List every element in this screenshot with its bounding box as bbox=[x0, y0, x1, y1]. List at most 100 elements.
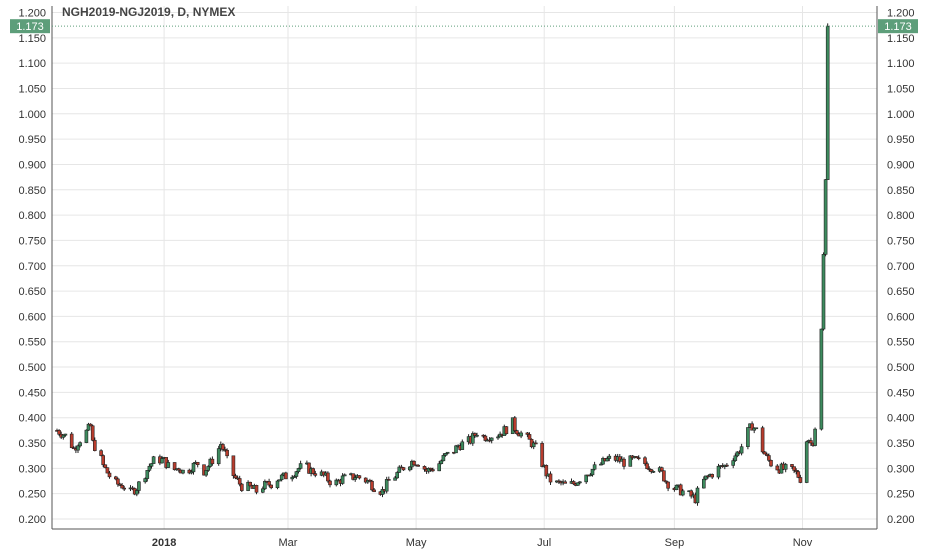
candle bbox=[651, 470, 656, 474]
candle bbox=[105, 467, 110, 474]
candle bbox=[760, 425, 765, 454]
candle bbox=[790, 464, 794, 469]
y-tick-label-left: 0.500 bbox=[18, 362, 46, 374]
candle-body bbox=[284, 472, 288, 480]
candle-body bbox=[636, 457, 641, 460]
candle bbox=[470, 431, 475, 446]
candle bbox=[101, 454, 105, 468]
x-tick-label: Sep bbox=[665, 537, 685, 549]
candle bbox=[731, 458, 736, 469]
candle-body bbox=[416, 464, 421, 467]
candle bbox=[122, 485, 126, 492]
candle-body bbox=[792, 466, 796, 471]
candle-body bbox=[240, 483, 244, 491]
candle-body bbox=[204, 470, 208, 476]
candle bbox=[275, 479, 280, 490]
candle bbox=[137, 481, 141, 494]
candle-body bbox=[225, 449, 229, 457]
candle-body bbox=[84, 429, 89, 443]
candle-body bbox=[395, 472, 400, 479]
candle bbox=[61, 434, 66, 440]
candle bbox=[401, 467, 406, 471]
candle bbox=[794, 468, 799, 475]
candle bbox=[783, 462, 788, 473]
candle-body bbox=[254, 485, 259, 493]
candle bbox=[204, 470, 208, 477]
candle-body bbox=[725, 464, 729, 467]
candle bbox=[769, 459, 773, 468]
candle bbox=[750, 421, 754, 431]
candle bbox=[527, 432, 532, 440]
candle-body bbox=[475, 434, 479, 437]
axes: 1.200 1.200 1.150 1.150 1.100 1.100 1.050 1.050… bbox=[18, 6, 915, 549]
candle-body bbox=[441, 455, 446, 462]
candle bbox=[710, 473, 715, 480]
candle-body bbox=[353, 477, 358, 480]
y-tick-label-right: 1.100 bbox=[887, 58, 915, 70]
candle-body bbox=[328, 480, 332, 486]
candle bbox=[575, 482, 580, 486]
candle-body bbox=[825, 25, 830, 180]
candle-body bbox=[93, 439, 97, 451]
candle bbox=[120, 483, 124, 489]
candle bbox=[752, 427, 757, 434]
candle bbox=[588, 473, 593, 477]
candle-body bbox=[267, 481, 271, 486]
candle-body bbox=[706, 475, 710, 478]
y-tick-label-left: 0.400 bbox=[18, 413, 46, 425]
y-tick-label-right: 0.250 bbox=[887, 489, 915, 501]
candle-body bbox=[445, 451, 450, 454]
candle bbox=[664, 480, 668, 484]
candle-body bbox=[470, 433, 475, 444]
candle bbox=[372, 487, 376, 493]
candle bbox=[328, 479, 332, 488]
candle-body bbox=[313, 473, 318, 476]
candle-body bbox=[798, 477, 803, 483]
candle bbox=[177, 467, 181, 473]
candle bbox=[313, 470, 318, 478]
y-tick-label-left: 0.250 bbox=[18, 489, 46, 501]
candle bbox=[739, 443, 744, 456]
candle-body bbox=[237, 478, 242, 485]
y-tick-label-left: 0.600 bbox=[18, 311, 46, 323]
y-tick-label-left: 0.900 bbox=[18, 159, 46, 171]
candle-body bbox=[221, 444, 225, 450]
candle bbox=[599, 462, 603, 466]
y-tick-label-right: 1.000 bbox=[887, 109, 915, 121]
candle bbox=[674, 484, 679, 491]
candle bbox=[489, 437, 494, 444]
candle-body bbox=[88, 423, 93, 427]
candle bbox=[368, 478, 372, 482]
candle bbox=[563, 480, 568, 484]
candle-body bbox=[710, 474, 715, 478]
candle bbox=[166, 459, 171, 468]
candle-body bbox=[489, 437, 494, 441]
candle bbox=[725, 463, 729, 468]
candle bbox=[796, 470, 801, 479]
y-tick-label-left: 1.200 bbox=[18, 8, 46, 20]
candle-body bbox=[540, 443, 544, 467]
candle-body bbox=[645, 463, 649, 470]
candle-body bbox=[443, 453, 448, 456]
y-tick-label-right: 0.700 bbox=[887, 261, 915, 273]
candle bbox=[340, 473, 345, 485]
candle-body bbox=[607, 455, 612, 459]
candle-body bbox=[342, 474, 347, 477]
last-price-tag-left: 1.173 bbox=[10, 19, 50, 34]
candle-body bbox=[368, 480, 372, 482]
candle-body bbox=[659, 467, 664, 472]
candle bbox=[386, 476, 391, 481]
candle-body bbox=[512, 417, 517, 431]
candle-body bbox=[107, 472, 112, 478]
candle bbox=[380, 486, 385, 498]
candle bbox=[733, 453, 738, 462]
y-tick-label-right: 0.600 bbox=[887, 311, 915, 323]
candle-body bbox=[206, 466, 210, 471]
candle-body bbox=[63, 433, 68, 436]
candle-body bbox=[143, 478, 147, 483]
candle-body bbox=[437, 463, 442, 472]
candle-body bbox=[678, 484, 683, 496]
candle bbox=[248, 481, 252, 487]
candle bbox=[735, 451, 740, 458]
